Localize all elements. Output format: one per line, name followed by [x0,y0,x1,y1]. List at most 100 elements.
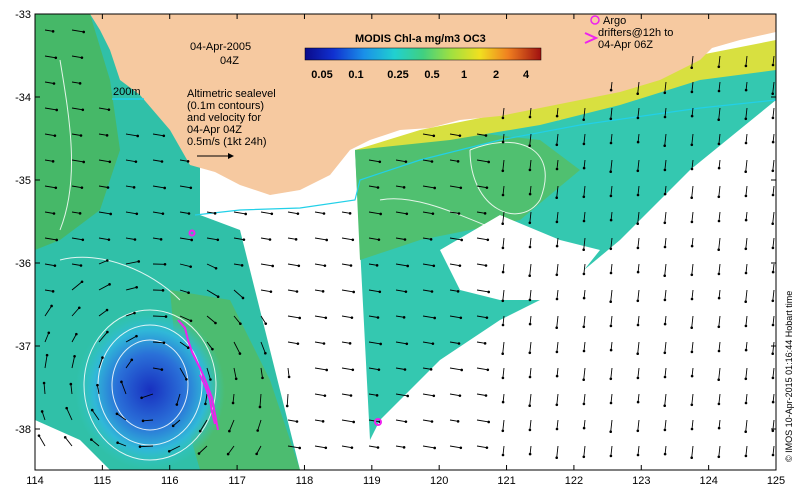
velocity-vector [718,367,721,380]
copyright-credit: © IMOS 10-Apr-2015 01:16:44 Hobart time [784,291,794,462]
colorbar-tick: 1 [461,69,467,81]
velocity-vector-head [484,264,488,267]
velocity-vector [529,393,532,406]
velocity-vector-head [105,308,109,312]
velocity-vector [476,133,487,136]
velocity-vector [745,237,748,249]
velocity-vector [179,159,189,162]
velocity-vector-head [609,271,613,275]
velocity-vector [502,159,505,171]
velocity-vector-head [555,114,559,118]
velocity-vector-head [430,420,434,423]
velocity-vector-head [376,446,380,449]
velocity-vector-head [717,426,721,430]
velocity-vector [664,237,667,248]
velocity-vector-head [321,290,325,293]
velocity-vector-head [717,402,721,406]
y-tick-label: -34 [15,92,31,104]
velocity-vector [66,407,73,421]
velocity-vector [745,419,748,432]
velocity-vector [556,315,559,328]
altimetry-legend-line: (0.1m contours) [187,100,264,112]
velocity-vector-head [501,299,505,303]
velocity-vector-head [80,186,84,189]
velocity-vector-head [690,143,694,147]
velocity-vector [529,341,532,353]
velocity-vector [98,237,109,241]
velocity-vector-head [323,394,327,397]
velocity-vector [772,263,775,273]
velocity-vector-head [663,168,667,172]
velocity-vector [529,107,532,118]
velocity-vector [341,445,352,449]
velocity-vector-head [663,91,667,95]
velocity-vector-head [270,212,274,216]
velocity-vector [610,133,613,144]
velocity-vector-head [744,401,748,405]
velocity-vector [395,341,407,345]
velocity-vector-head [294,238,298,241]
y-tick-label: -36 [15,258,31,270]
velocity-vector [718,315,721,327]
velocity-vector [341,211,351,214]
velocity-vector-head [53,264,57,267]
velocity-vector [206,315,216,324]
velocity-vector [583,107,586,120]
velocity-vector-head [295,420,299,423]
velocity-vector-head [167,449,171,453]
velocity-vector [395,263,408,267]
velocity-vector-head [405,212,409,216]
map-plot-area [35,14,776,470]
velocity-vector [179,211,190,214]
velocity-vector-head [690,90,694,94]
velocity-vector [260,263,273,267]
velocity-vector-head [636,92,639,95]
velocity-vector [718,133,721,144]
velocity-vector-head [609,377,613,381]
velocity-vector-head [115,412,119,416]
velocity-vector [745,55,748,66]
velocity-vector-head [298,316,302,320]
velocity-vector-head [54,186,58,190]
velocity-vector-head [528,221,532,225]
velocity-vector-head [690,66,693,69]
velocity-vector [172,419,181,427]
velocity-vector [610,315,613,326]
velocity-vector [610,211,613,221]
velocity-vector-head [78,212,82,215]
velocity-vector-head [771,270,775,274]
velocity-vector-head [431,342,435,345]
velocity-vector [772,107,775,118]
velocity-vector-head [130,358,134,362]
velocity-vector-head [47,331,51,335]
velocity-vector-head [404,160,408,163]
velocity-vector-head [264,322,268,325]
velocity-vector [476,185,487,189]
velocity-vector [772,55,775,66]
velocity-vector-head [321,420,325,423]
velocity-vector-head [663,144,666,147]
velocity-vector [314,341,325,344]
velocity-vector [583,159,586,169]
velocity-vector-head [379,342,383,346]
velocity-vector [583,445,586,457]
velocity-vector [745,159,748,172]
velocity-vector-head [402,186,406,189]
velocity-vector [179,263,191,268]
australian-coastline-land [35,14,776,195]
argo-float-marker [374,418,382,426]
velocity-vector-head [459,316,463,320]
velocity-vector-head [555,167,559,171]
velocity-vector [152,315,167,318]
velocity-vector [43,383,46,395]
velocity-vector [98,309,108,317]
velocity-vector-head [55,108,58,112]
velocity-vector [71,333,77,343]
argo-legend-marker [590,15,600,25]
velocity-vector [772,133,775,143]
velocity-vector-head [135,212,139,216]
velocity-vector-head [349,264,353,267]
velocity-vector-head [255,452,258,456]
velocity-vector [610,237,613,249]
velocity-vector-head [717,248,720,251]
